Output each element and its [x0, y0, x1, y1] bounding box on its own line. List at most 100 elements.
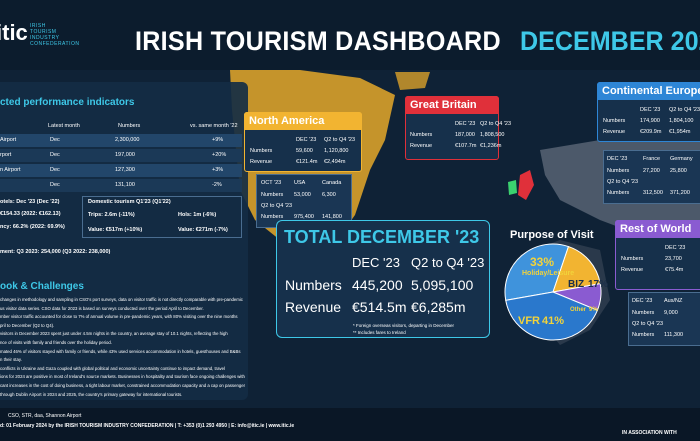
slice-label: Other [570, 307, 587, 313]
title: IRISH TOURISM DASHBOARD [135, 26, 501, 56]
column-header: Aus/NZ [664, 298, 683, 304]
table-cell: 131,100 [115, 182, 135, 188]
table-row [0, 179, 242, 192]
table-cell: n Airport [0, 167, 21, 173]
table-cell: 1,120,800 [324, 148, 349, 154]
slice-label: BIZ [568, 279, 585, 290]
region-header [405, 96, 499, 114]
org-name: IRISH [30, 23, 46, 29]
ireland-shape [508, 180, 517, 195]
date: DECEMBER 2023 [520, 26, 700, 56]
greenland-shape [395, 72, 430, 90]
table-cell: Revenue [285, 299, 342, 315]
org-name: INDUSTRY [30, 35, 60, 41]
slice-label: 41% [542, 315, 565, 327]
footer-published: d: 01 February 2024 by the IRISH TOURISM… [0, 423, 295, 429]
column-header: DEC '23 [665, 245, 686, 251]
detail-box [628, 292, 700, 346]
table-cell: Revenue [410, 143, 433, 149]
hotels-title: otels: Dec '23 (Dec '22) [0, 199, 60, 205]
period-label: Q2 to Q4 '23 [261, 203, 293, 209]
table-cell: Dec [50, 152, 60, 158]
table-row [0, 164, 242, 177]
outlook-line: visitors in December 2023 spent just und… [0, 331, 228, 337]
column-header: Canada [322, 180, 342, 186]
table-cell: €121.4m [296, 159, 318, 165]
column-header: Numbers [118, 123, 141, 129]
outlook-line: mated 46% of visitors stayed with family… [0, 348, 241, 354]
section-title: ook & Challenges [0, 281, 84, 292]
table-cell: Revenue [250, 159, 273, 165]
column-header: Latest month [48, 123, 80, 129]
table-cell: Dec [50, 167, 60, 173]
outlook-line: conflicts in Ukraine and Gaza coupled wi… [0, 365, 225, 371]
table-cell: 111,300 [664, 332, 684, 338]
org-name: CONFEDERATION [30, 41, 80, 47]
outlook-line: pril to December (Q2 to Q4). [0, 322, 55, 328]
domestic-box [82, 196, 242, 238]
table-cell: 5,095,100 [411, 277, 474, 293]
table-cell: Numbers [621, 256, 644, 262]
table-cell: Numbers [632, 332, 655, 338]
table-cell: 59,600 [296, 148, 313, 154]
column-header: DEC '23 [632, 298, 653, 304]
table-cell: Revenue [603, 129, 626, 135]
table-cell: €6,285m [411, 299, 466, 315]
table-cell: Numbers [261, 214, 284, 220]
outlook-line: n their stay. [0, 357, 22, 363]
table-cell: 127,300 [115, 167, 135, 173]
column-header: France [643, 156, 661, 162]
region-title: Rest of World [620, 223, 692, 235]
table-cell: 197,000 [115, 152, 135, 158]
table-cell: rport [0, 152, 12, 158]
table-cell: 445,200 [352, 277, 403, 293]
total-box [276, 220, 490, 338]
domestic-line: Value: €517m (+10%) [88, 227, 143, 233]
table-cell: Numbers [603, 118, 626, 124]
column-header: Germany [670, 156, 693, 162]
footer-band [0, 408, 700, 441]
column-header: DEC '23 [296, 137, 317, 143]
column-header: vs. same month '22 [190, 123, 238, 129]
column-header: OCT '23 [261, 180, 282, 186]
domestic-line: Hols: 1m (-6%) [178, 212, 217, 218]
table-row [0, 149, 242, 162]
table-cell: 312,500 [643, 190, 663, 196]
table-cell: Numbers [607, 168, 630, 174]
outlook-line: changes in methodology and sampling in C… [0, 297, 243, 302]
employment: ment: Q3 2023: 254,000 (Q3 2022: 238,000… [0, 249, 111, 255]
table-cell: Numbers [632, 310, 655, 316]
footnote: * Foreign overseas visitors, departing i… [353, 323, 455, 328]
table-cell: -2% [212, 182, 222, 188]
region-title: North America [249, 115, 325, 127]
region-header [615, 220, 700, 238]
slice-label: Holiday/Leisure [522, 270, 575, 277]
table-cell: 187,000 [455, 132, 475, 138]
table-cell: 53,000 [294, 192, 311, 198]
table-cell: €1,954m [669, 129, 691, 135]
slice-label: 17% [588, 279, 609, 290]
table-cell: 23,700 [665, 256, 682, 262]
outlook-line: through Dublin Airport in 2024 and 2025,… [0, 391, 183, 397]
footer-association: IN ASSOCIATION WITH [622, 430, 677, 436]
table-cell: 141,800 [322, 214, 342, 220]
table-cell: Revenue [621, 267, 644, 273]
outlook-line: cant increases in the cost of doing busi… [0, 383, 246, 388]
outlook-line: mber visitor traffic accounted for close… [0, 314, 238, 320]
table-cell: 975,400 [294, 214, 314, 220]
period-label: Q2 to Q4 '23 [607, 179, 639, 185]
column-header: Q2 to Q4 '23 [480, 121, 512, 127]
section-title: cted performance indicators [0, 97, 135, 108]
table-cell: +3% [212, 167, 224, 173]
table-cell: Numbers [285, 277, 342, 293]
slice-label: VFR [518, 315, 540, 327]
table-cell: Numbers [607, 190, 630, 196]
table-cell: 1,808,500 [480, 132, 505, 138]
table-cell: Numbers [261, 192, 284, 198]
table-cell: €514.5m [352, 299, 407, 315]
table-cell: €107.7m [455, 143, 477, 149]
britain-shape [518, 170, 534, 200]
column-header: Q2 to Q4 '23 [669, 107, 700, 113]
table-cell: €2,494m [324, 159, 346, 165]
